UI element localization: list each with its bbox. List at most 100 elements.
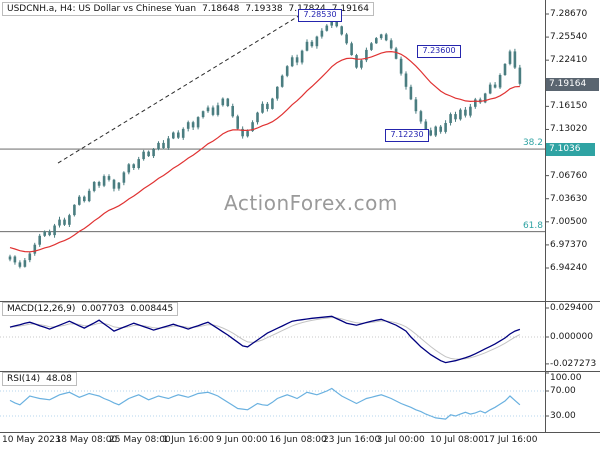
candle-body	[181, 128, 185, 138]
quote-low: 7.17824	[289, 3, 326, 15]
candle-body	[43, 231, 46, 236]
candle-body	[186, 122, 190, 129]
candle-body	[459, 109, 462, 120]
candle-body	[434, 126, 437, 136]
candle-body	[419, 111, 423, 122]
candle-body	[87, 190, 91, 202]
candle-body	[13, 256, 17, 263]
candle-body	[137, 159, 140, 168]
macd-signal-line	[9, 316, 521, 360]
candle-body	[409, 86, 413, 100]
candle-body	[251, 122, 254, 132]
quote-open: 7.18648	[202, 4, 240, 14]
candle-body	[370, 43, 373, 50]
candle-body	[23, 260, 27, 267]
time-axis-label: 25 May 08:00	[109, 435, 171, 445]
candle-body	[83, 196, 86, 202]
candle-body	[28, 253, 32, 261]
candle-body	[48, 231, 51, 236]
symbol-title: USDCNH.a, H4: US Dollar vs Chinese Yuan	[7, 4, 197, 14]
time-axis-label: 23 Jun 16:00	[323, 435, 381, 445]
quote-high: 7.19338	[245, 4, 283, 14]
candle-body	[201, 111, 205, 118]
macd-value-main: 0.007703	[81, 304, 125, 314]
macd-axis-label: 0.029400	[550, 303, 593, 313]
time-axis-label: 1 Jun 16:00	[162, 435, 214, 445]
candle-body	[384, 34, 388, 41]
price-axis-label: 7.16150	[550, 101, 588, 112]
quote-close: 7.19164	[331, 4, 369, 14]
candle-body	[424, 121, 428, 131]
candle-body	[449, 114, 452, 123]
candle-body	[97, 182, 101, 186]
candle-body	[112, 179, 116, 189]
candle-body	[8, 256, 12, 260]
candle-body	[157, 142, 160, 150]
candle-body	[216, 105, 220, 115]
candle-body	[508, 51, 512, 64]
candle-body	[320, 30, 324, 37]
rsi-axis-label: 30.00	[550, 411, 576, 421]
candle-body	[73, 204, 76, 216]
candle-body	[117, 182, 121, 189]
candle-body	[167, 138, 170, 148]
candle-body	[290, 57, 294, 67]
candle-body	[305, 41, 309, 51]
fib-618-percent-label: 61.8	[522, 220, 543, 231]
candle-body	[474, 99, 477, 107]
candle-body	[78, 196, 81, 205]
candle-body	[142, 151, 145, 160]
price-axis-label: 6.97370	[550, 239, 588, 250]
candle-body	[414, 99, 418, 112]
candle-body	[92, 182, 96, 191]
time-axis-label: 3 Jul 00:00	[376, 435, 425, 445]
candle-body	[58, 219, 61, 226]
price-axis-label: 7.00500	[550, 216, 588, 227]
price-axis-label: 7.03630	[550, 193, 588, 204]
candle-body	[102, 176, 106, 186]
key-level-label[interactable]: 7.12230	[385, 129, 429, 143]
time-axis-label: 16 Jun 08:00	[269, 435, 327, 445]
candle-body	[399, 58, 403, 74]
price-axis-label: 6.94240	[550, 262, 588, 273]
candle-body	[295, 57, 299, 63]
rsi-indicator-label: RSI(14) 48.08	[2, 372, 77, 386]
candle-body	[379, 34, 383, 39]
candle-body	[498, 75, 502, 88]
candle-body	[246, 131, 249, 137]
macd-value-signal: 0.008445	[130, 304, 174, 314]
macd-axis-label: -0.027273	[550, 358, 597, 369]
chart-title: USDCNH.a, H4: US Dollar vs Chinese Yuan …	[2, 2, 374, 16]
candle-body	[122, 172, 126, 183]
candles-layer	[8, 13, 522, 269]
time-axis-label: 17 Jul 16:00	[483, 435, 538, 445]
macd-name: MACD(12,26,9)	[7, 304, 76, 314]
candle-body	[483, 93, 487, 103]
candle-body	[241, 128, 244, 137]
macd-axis-label: 0.000000	[550, 332, 593, 342]
rsi-value: 48.08	[46, 374, 72, 384]
fib-382-percent-label: 38.2	[522, 138, 543, 149]
key-level-label[interactable]: 7.28530	[298, 9, 342, 23]
candle-body	[360, 60, 363, 68]
candle-body	[488, 84, 492, 94]
price-axis-label: 7.13020	[550, 124, 588, 135]
key-level-label[interactable]: 7.23600	[417, 45, 461, 59]
candle-body	[261, 103, 264, 113]
macd-indicator-label: MACD(12,26,9) 0.007703 0.008445	[2, 302, 179, 316]
candle-body	[256, 112, 259, 123]
trendline[interactable]	[57, 5, 316, 164]
candle-body	[206, 107, 210, 112]
candle-body	[280, 75, 284, 87]
time-axis-label: 10 May 2023	[2, 435, 61, 445]
candle-body	[162, 142, 165, 149]
rsi-axis-label: 70.00	[550, 386, 576, 396]
candle-body	[513, 51, 517, 68]
macd-main-line	[9, 315, 521, 364]
candle-body	[236, 116, 239, 129]
candle-body	[231, 106, 234, 117]
candle-body	[285, 66, 289, 76]
candle-body	[276, 86, 279, 99]
